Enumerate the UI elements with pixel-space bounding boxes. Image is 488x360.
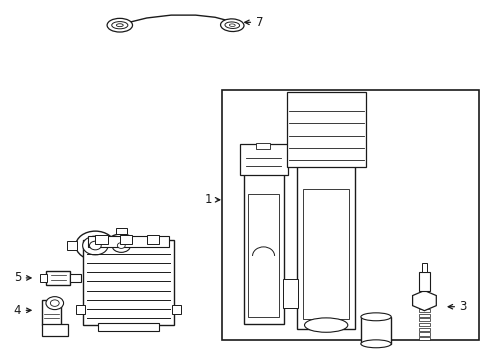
Bar (98, 323, 159, 331)
Bar (297, 164, 354, 329)
Bar (248, 194, 278, 317)
Ellipse shape (116, 24, 123, 27)
Bar (116, 228, 127, 234)
Bar (76, 305, 84, 314)
Bar (418, 314, 429, 317)
Ellipse shape (229, 24, 235, 27)
Circle shape (50, 300, 59, 306)
Circle shape (89, 241, 101, 250)
Polygon shape (412, 291, 435, 311)
Ellipse shape (360, 340, 390, 348)
Bar (418, 309, 429, 312)
Bar (421, 263, 426, 272)
Bar (418, 304, 429, 307)
Ellipse shape (360, 313, 390, 321)
Bar (67, 241, 77, 250)
Bar (41, 324, 68, 336)
Circle shape (112, 239, 130, 252)
Bar (418, 272, 429, 291)
Bar (95, 235, 107, 244)
Ellipse shape (224, 22, 239, 28)
Text: 1: 1 (204, 193, 211, 206)
Bar (286, 92, 365, 167)
Bar (418, 323, 429, 326)
Text: 3: 3 (459, 300, 466, 313)
Bar (303, 189, 348, 319)
Circle shape (82, 236, 108, 255)
Text: 6: 6 (148, 239, 155, 252)
Bar (418, 332, 429, 336)
Text: 4: 4 (14, 304, 21, 317)
Ellipse shape (304, 318, 347, 332)
Bar (418, 328, 429, 331)
Bar (418, 337, 429, 340)
Ellipse shape (107, 18, 132, 32)
Text: 2: 2 (240, 154, 247, 167)
Bar (41, 300, 61, 325)
Bar (172, 305, 181, 314)
Bar (83, 240, 173, 325)
Ellipse shape (220, 19, 244, 32)
Bar (222, 90, 478, 340)
Circle shape (46, 297, 63, 310)
Bar (40, 274, 47, 282)
Bar (70, 274, 81, 282)
Text: 5: 5 (14, 271, 21, 284)
Bar (243, 173, 283, 324)
Bar (120, 235, 132, 244)
Bar (255, 143, 269, 149)
Bar (88, 236, 168, 247)
Circle shape (117, 243, 125, 248)
Bar (282, 279, 298, 308)
Text: 8: 8 (106, 289, 114, 302)
Bar (360, 317, 390, 344)
Circle shape (105, 234, 137, 257)
Bar (46, 271, 70, 285)
Bar (146, 235, 159, 244)
Bar (418, 318, 429, 321)
Text: 7: 7 (255, 16, 263, 29)
Circle shape (76, 231, 115, 260)
Bar (239, 144, 287, 175)
Ellipse shape (111, 22, 127, 29)
